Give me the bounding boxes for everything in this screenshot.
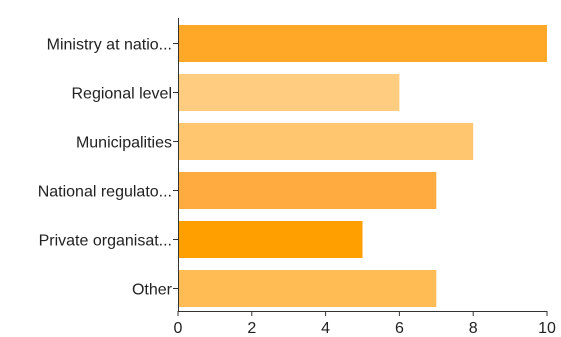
category-label: Regional level [71,86,172,103]
category-labels: Ministry at natio... Regional level Munici… [38,37,173,299]
x-tick-label: 0 [174,320,183,337]
bar-2 [178,123,474,160]
bar-3 [178,172,437,209]
bar-5 [178,270,437,307]
category-label: Private organisat... [39,233,172,250]
x-tick-label: 4 [321,320,330,337]
category-label: National regulato... [38,184,172,201]
x-tick-label: 8 [469,320,478,337]
bar-4 [178,221,363,258]
bar-0 [178,25,547,62]
x-tick-label: 10 [538,320,556,337]
x-axis-ticks: 0 2 4 6 8 10 [174,311,556,337]
axes [173,18,547,312]
category-label: Ministry at natio... [47,37,172,54]
x-tick-label: 2 [247,320,256,337]
category-label: Other [132,282,173,299]
bar-1 [178,74,400,111]
category-label: Municipalities [76,135,172,152]
x-tick-label: 6 [395,320,404,337]
bars [178,25,547,307]
